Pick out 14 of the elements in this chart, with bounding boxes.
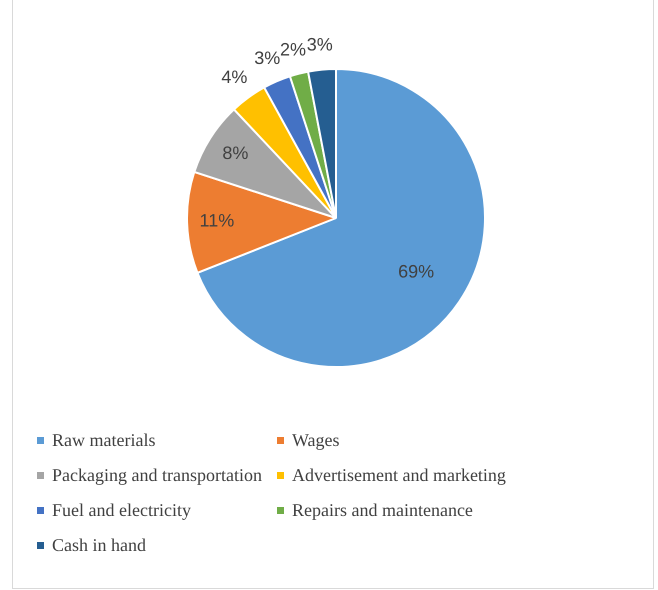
data-label: 3%: [306, 34, 333, 55]
legend-label: Cash in hand: [52, 535, 146, 556]
legend-label: Advertisement and marketing: [292, 465, 506, 486]
legend-label: Packaging and transportation: [52, 465, 262, 486]
data-label: 8%: [222, 143, 248, 164]
data-label: 4%: [221, 67, 248, 88]
legend-label: Repairs and maintenance: [292, 500, 473, 521]
data-label: 11%: [200, 210, 234, 231]
legend-label: Raw materials: [52, 430, 156, 451]
data-label: 69%: [398, 261, 434, 282]
legend-label: Wages: [292, 430, 340, 451]
data-label: 2%: [280, 39, 306, 60]
legend-label: Fuel and electricity: [52, 500, 191, 521]
data-label: 3%: [254, 48, 280, 68]
